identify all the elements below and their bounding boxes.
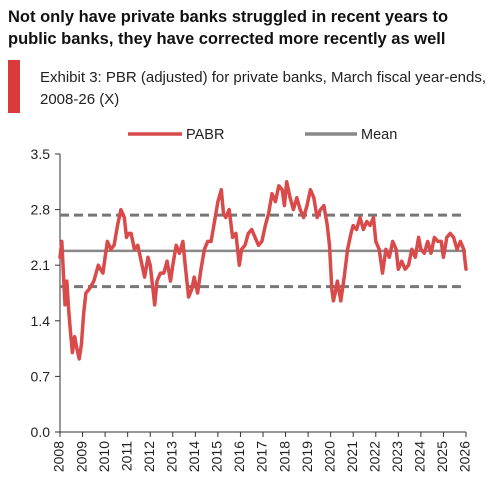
series-layer (58, 180, 468, 361)
x-tick-label: 2015 (209, 441, 225, 472)
y-tick-label: 3.5 (31, 146, 51, 162)
reference-lines (60, 213, 466, 289)
y-tick-label: 2.1 (31, 257, 51, 273)
x-tick-label: 2019 (299, 441, 315, 472)
x-tick-label: 2021 (344, 441, 360, 472)
x-tick-label: 2026 (457, 441, 473, 472)
x-tick-label: 2014 (186, 441, 202, 472)
x-tick-label: 2010 (96, 441, 112, 472)
x-tick-label: 2023 (389, 441, 405, 472)
x-tick-label: 2009 (73, 441, 89, 472)
x-tick-label: 2025 (434, 441, 450, 472)
legend: PABR Mean (128, 127, 397, 143)
x-tick-label: 2016 (231, 441, 247, 472)
x-tick-label: 2017 (254, 441, 270, 472)
y-tick-label: 2.8 (31, 202, 51, 218)
y-tick-label: 1.4 (31, 313, 51, 329)
y-tick-label: 0.7 (31, 368, 51, 384)
accent-bar (8, 60, 20, 113)
series-line-pabr (58, 180, 468, 361)
x-tick-label: 2011 (118, 441, 134, 471)
x-tick-label: 2012 (141, 441, 157, 472)
y-tick-label: 0.0 (31, 424, 51, 440)
x-tick-label: 2008 (51, 441, 67, 472)
x-tick-label: 2020 (321, 441, 337, 472)
headline: Not only have private banks struggled in… (8, 8, 449, 48)
exhibit-title: Exhibit 3: PBR (adjusted) for private ba… (40, 69, 487, 108)
legend-label-mean: Mean (361, 127, 397, 143)
x-tick-label: 2024 (412, 441, 428, 472)
x-tick-label: 2018 (276, 441, 292, 472)
x-tick-label: 2013 (163, 441, 179, 472)
x-tick-label: 2022 (366, 441, 382, 472)
axes: 0.0 0.7 1.4 2.1 2.8 3.5 2008 2009 2010 2011 2012 20… (31, 146, 473, 472)
legend-label-pabr: PABR (186, 127, 224, 143)
